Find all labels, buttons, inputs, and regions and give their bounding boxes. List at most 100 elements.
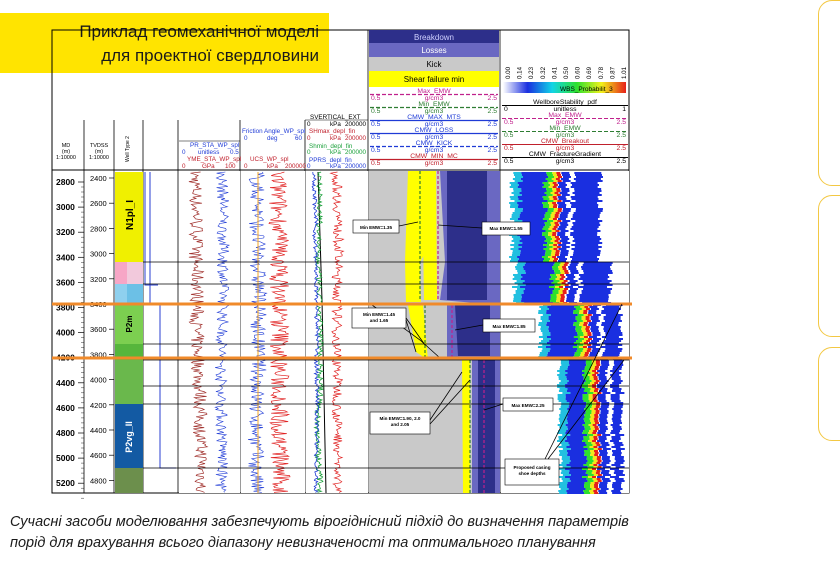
prob-scale-label: 1.01 <box>621 66 628 79</box>
prob-scale-label: 0.00 <box>505 66 512 79</box>
tvdss-tick-label: 3600 <box>90 325 107 334</box>
md-tick-label: 4800 <box>56 428 75 438</box>
mud-curve-max: 2.5 <box>488 160 498 167</box>
svg-text:kPa: kPa <box>267 163 278 170</box>
slide-title-line-1: Приклад геомеханічної моделі <box>79 22 319 41</box>
svg-text:kPa: kPa <box>330 149 341 156</box>
prob-curve-max: 2.5 <box>617 119 627 126</box>
prob-curve-min: 0.5 <box>504 158 514 165</box>
shmax-curve-name: SHmax_depl_fin <box>309 128 356 135</box>
prob-scale-label: 0.23 <box>528 66 535 79</box>
mud-curve-unit: g/cm3 <box>425 108 444 115</box>
mud-curve-min: 0.5 <box>371 160 381 167</box>
tvdss-depth-ticks: 2400260028003000320034003600380040004200… <box>90 174 114 485</box>
legend-shear-failure: Shear failure min <box>404 75 464 84</box>
mud-curve-max: 2.5 <box>488 95 498 102</box>
svertical-curve-name: SVERTICAL_EXT <box>310 114 361 121</box>
svg-text:kPa: kPa <box>330 121 341 128</box>
track3-header: PR_STA_WP_spl 0 unitless 0.5 YME_STA_WP_… <box>182 142 241 170</box>
annotation-max-emw-2: Max EMW=1.85 <box>492 324 526 329</box>
md-header-line: MD <box>62 143 71 149</box>
prob-curve-name: Max_EMW <box>548 112 582 119</box>
md-tick-label: 2800 <box>56 177 75 187</box>
mud-curve-name: CMW_MAX_MTS <box>407 114 461 121</box>
mud-curve-unit: g/cm3 <box>425 95 444 102</box>
geomechanical-log-figure: MD (m) 1:10000 TVDSS (m) 1:10000 Well Ty… <box>51 29 632 499</box>
svg-text:unitless: unitless <box>198 149 219 156</box>
svg-text:200000: 200000 <box>345 163 367 170</box>
prob-curve-name: CMW_Breakout <box>541 138 589 145</box>
mud-curve-unit: g/cm3 <box>425 160 444 167</box>
track5-curves <box>306 171 368 494</box>
mud-curve-max: 2.5 <box>488 108 498 115</box>
tvdss-tick-label: 4000 <box>90 376 107 385</box>
annotation-min-emw-3: Min EMW=1.90, 2.0 and 2.05 <box>380 416 421 427</box>
annotation-max-emw-3: Max EMW=2.25 <box>511 403 545 408</box>
prob-scale-label: 0.32 <box>540 66 547 79</box>
svg-text:0: 0 <box>182 163 186 170</box>
svg-text:kPa: kPa <box>330 135 341 142</box>
prob-curve-min: 0.5 <box>504 145 514 152</box>
mud-curve-max: 2.5 <box>488 134 498 141</box>
tvdss-header-line: TVDSS <box>90 143 109 149</box>
prob-scale-label: 0.41 <box>551 66 558 79</box>
svg-text:200000: 200000 <box>285 163 307 170</box>
pprs-curve-name: PPRS_depl_fin <box>309 157 352 164</box>
prob-curve-name: CMW_FractureGradient <box>529 151 601 158</box>
mud-curve-unit: g/cm3 <box>425 147 444 154</box>
friction-angle-curve-name: Friction Angle_WP_spl <box>242 128 305 135</box>
mud-curve-unit: g/cm3 <box>425 121 444 128</box>
svg-text:GPa: GPa <box>202 163 215 170</box>
md-header-line: 1:10000 <box>56 155 76 161</box>
prob-scale-label: 0.87 <box>609 66 616 79</box>
prob-curve-min: 0.5 <box>504 119 514 126</box>
prob-scale-label: 0.14 <box>517 66 524 79</box>
track4-header: Friction Angle_WP_spl 0 deg 60 UCS_WP_sp… <box>242 128 307 170</box>
tvdss-header-line: 1:10000 <box>89 155 109 161</box>
shmin-curve-name: Shmin_depl_fin <box>309 143 353 150</box>
svg-text:0.5: 0.5 <box>230 149 239 156</box>
track4-curves <box>241 171 305 493</box>
prob-curve-min: 0.5 <box>504 132 514 139</box>
prob-curve-max: 2.5 <box>617 132 627 139</box>
slide-caption: Сучасні засоби моделювання забезпечують … <box>10 512 835 554</box>
md-header-line: (m) <box>62 149 70 155</box>
prob-scale-label: 0.78 <box>598 66 605 79</box>
prob-legend-label: WBS_Probabilit_3 <box>560 86 613 93</box>
legend-kick: Kick <box>426 60 442 69</box>
track5-header: SVERTICAL_EXT 0 kPa 200000 SHmax_depl_fi… <box>307 114 367 170</box>
casing-shoe-depth-lines <box>52 302 632 360</box>
decorative-frame-bottom <box>818 347 840 441</box>
md-tick-label: 3800 <box>56 303 75 313</box>
svg-text:0: 0 <box>244 135 248 142</box>
md-tick-label: 5000 <box>56 453 75 463</box>
svg-text:200000: 200000 <box>345 121 367 128</box>
prob-scale-label: 0.50 <box>563 66 570 79</box>
md-tick-label: 3200 <box>56 227 75 237</box>
mud-curve-name: Max_EMW <box>417 88 451 95</box>
svg-text:0: 0 <box>307 149 311 156</box>
mud-curve-unit: g/cm3 <box>425 134 444 141</box>
annotations: Min EMW=1.35 Max EMW=1.55 Min EMW=1.45 an… <box>351 219 560 486</box>
prob-scale-label: 0.69 <box>586 66 593 79</box>
annotation-casing-shoe: Proposed casing shoe depths <box>513 465 550 476</box>
annotation-min-emw-1: Min EMW=1.35 <box>360 225 392 230</box>
tvdss-header-line: (m) <box>95 149 103 155</box>
md-tick-label: 4000 <box>56 328 75 338</box>
mud-curve-min: 0.5 <box>371 121 381 128</box>
prob-curve-name: WellboreStability_pdf <box>533 99 597 106</box>
md-tick-label: 4400 <box>56 378 75 388</box>
mud-curve-headers: Max_EMW 0.5 g/cm3 2.5 Min_EMW 0.5 g/cm3 2.5 CMW_… <box>370 88 498 167</box>
md-tick-label: 4600 <box>56 403 75 413</box>
annotation-arrows <box>398 221 625 460</box>
annotation-max-emw-1: Max EMW=1.55 <box>489 226 523 231</box>
prob-curve-unit: g/cm3 <box>556 158 575 165</box>
prob-curve-max: 2.5 <box>617 158 627 165</box>
caption-line-2: порід для врахування всього діапазону не… <box>10 535 596 551</box>
mud-curve-min: 0.5 <box>371 108 381 115</box>
svg-text:0: 0 <box>182 149 186 156</box>
mud-curve-name: CMW_MIN_MC <box>410 153 458 160</box>
probability-header: 0.00 0.14 0.23 0.32 0.41 0.50 0.60 0.69 0.78 0.87… <box>502 66 628 165</box>
formation-label: P2vg_II <box>124 421 134 453</box>
probability-track <box>501 171 629 494</box>
